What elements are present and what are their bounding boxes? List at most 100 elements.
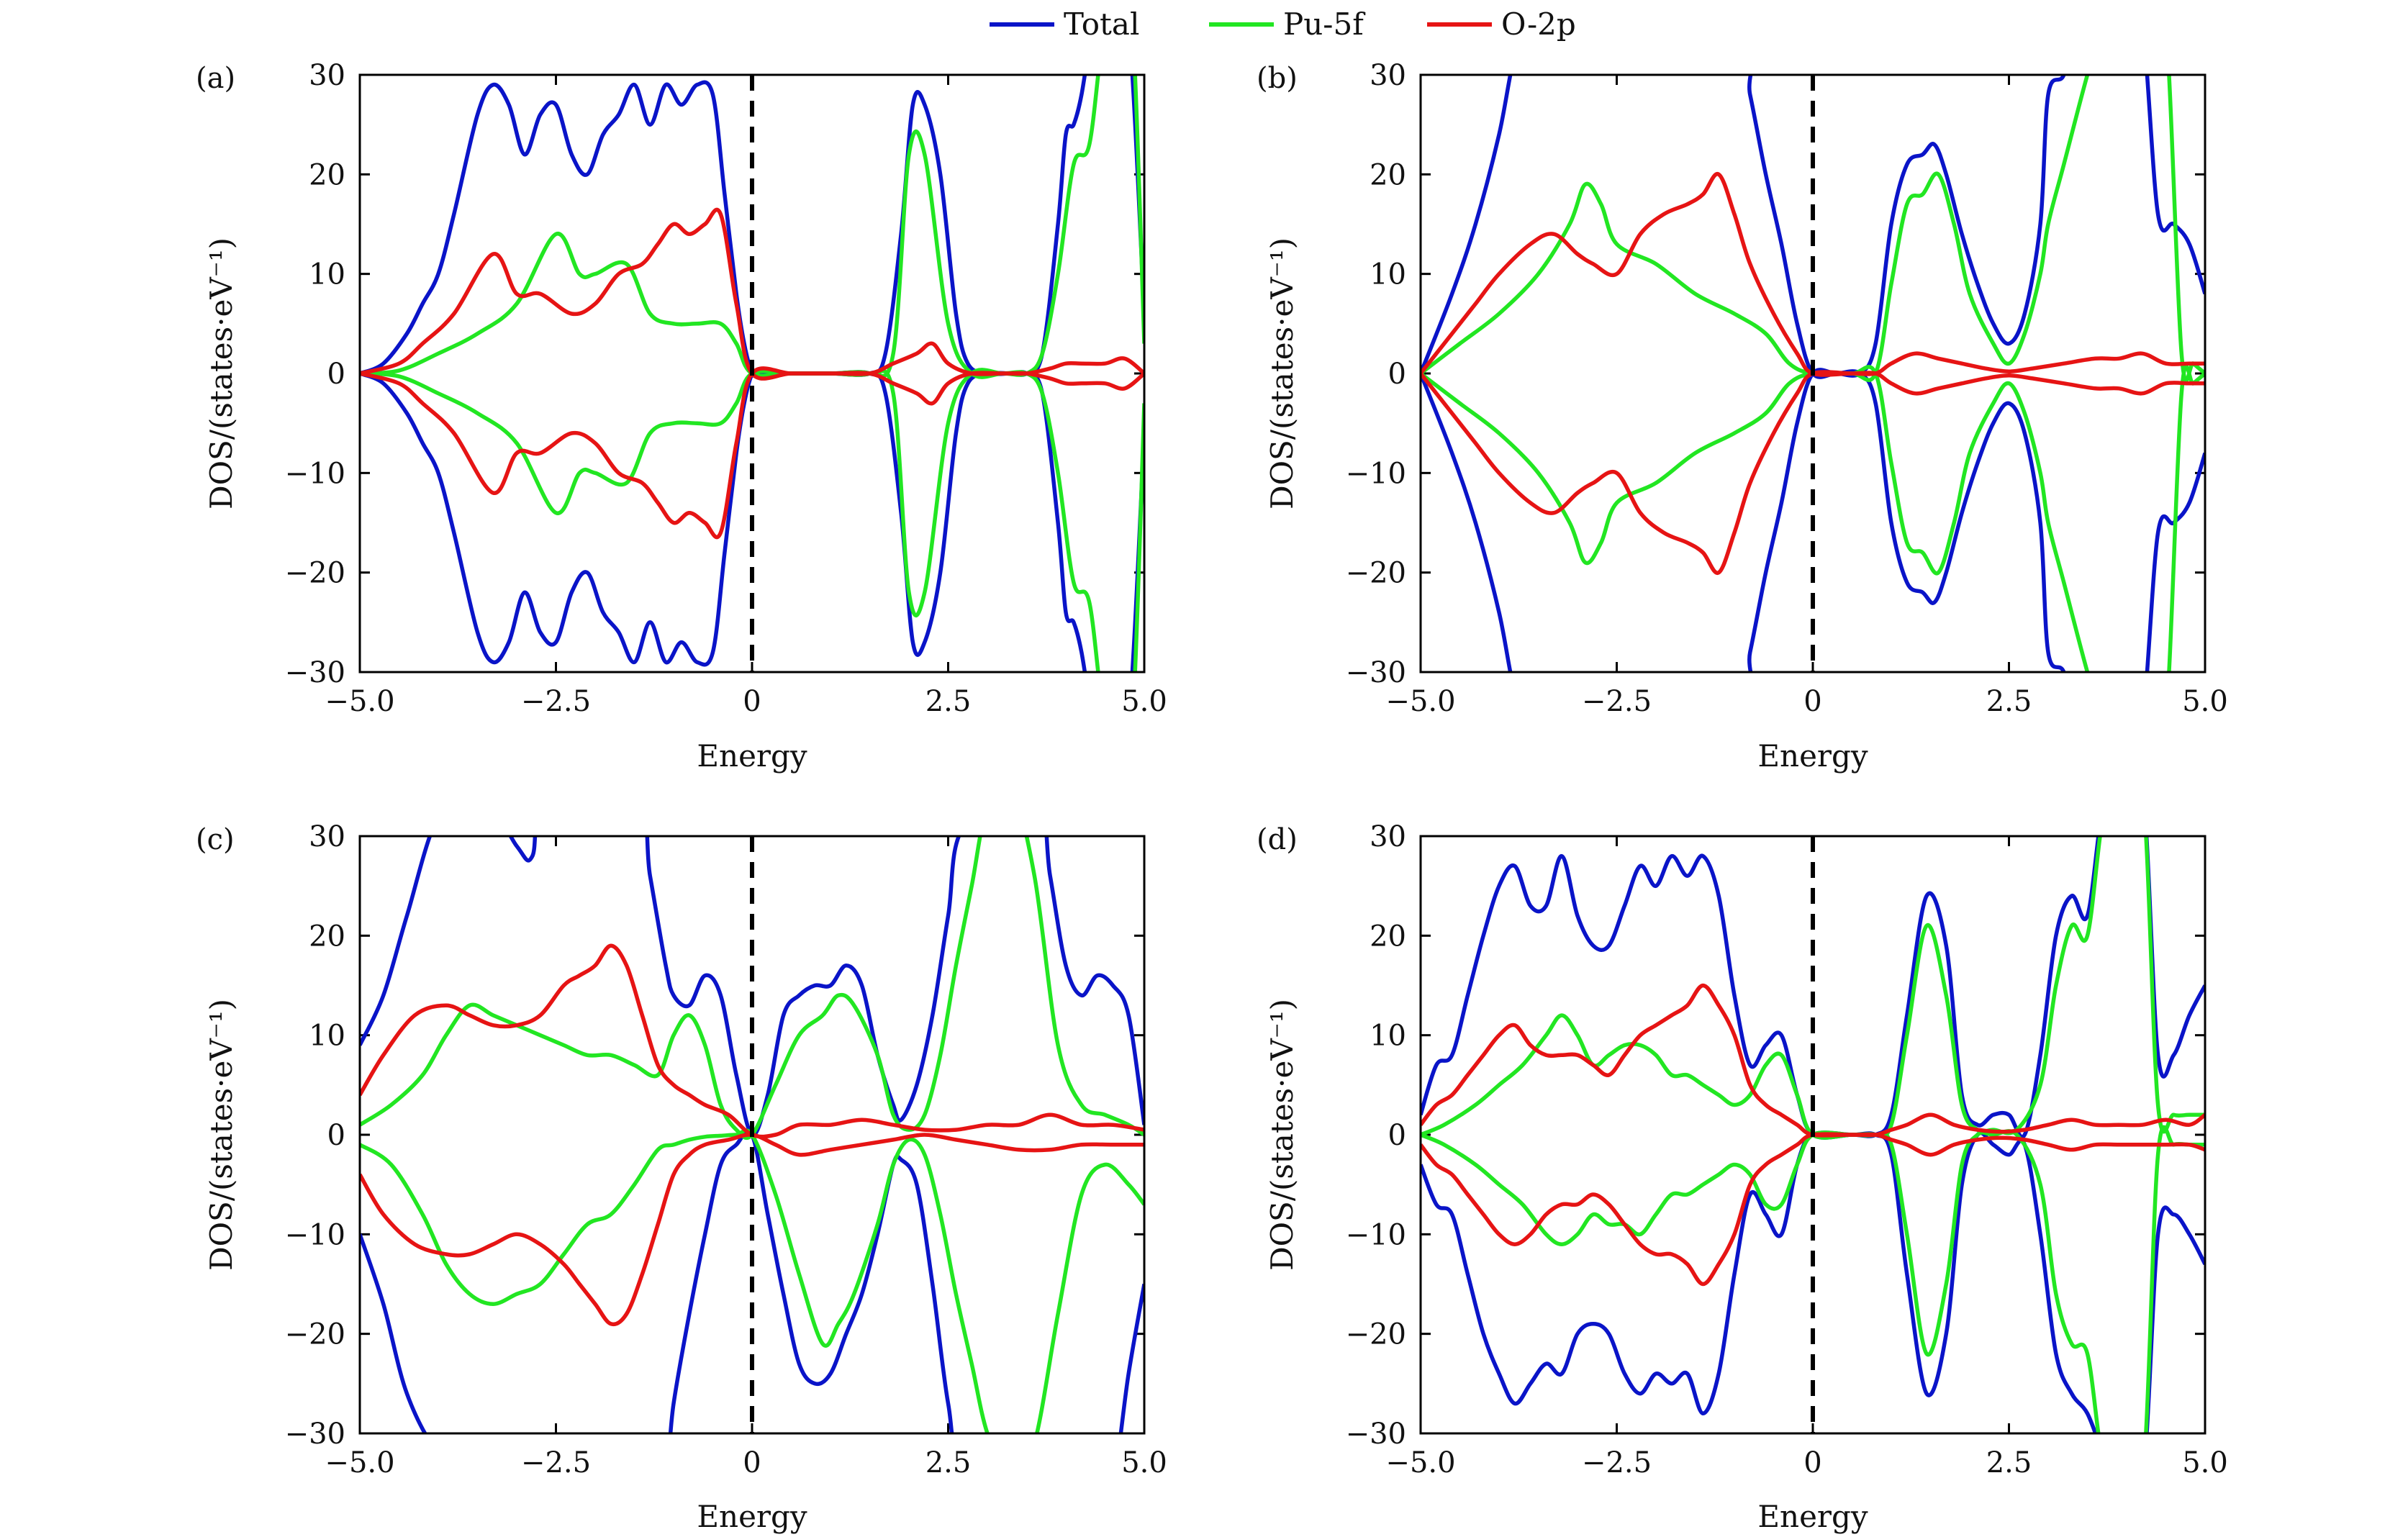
series-o2p-spin-down: [1421, 370, 2205, 575]
panel-a: (a) −30 −20 −10 0 10 20 30 −5.0 −2.5 0 2…: [196, 59, 1167, 774]
x-tick-labels: −5.0 −2.5 0 2.5 5.0: [325, 685, 1167, 718]
x-tick-label: 0: [1803, 685, 1821, 718]
series-pu5f-spin-up: [1421, 75, 2205, 383]
y-axis-title: DOS/(states·eV⁻¹): [204, 237, 239, 509]
x-tick-label: 5.0: [1121, 1446, 1167, 1479]
panel-label: (a): [196, 62, 235, 95]
y-tick-label: 0: [1388, 1119, 1406, 1152]
series-total-spin-up: [1421, 75, 2205, 379]
y-tick-labels: −30 −20 −10 0 10 20 30: [1346, 820, 1406, 1451]
x-tick-label: −2.5: [521, 685, 591, 718]
legend-label-o2p: O-2p: [1501, 6, 1576, 42]
y-tick-label: 30: [309, 59, 345, 92]
y-tick-label: −10: [285, 457, 345, 490]
x-tick-label: 0: [743, 685, 761, 718]
series-total-spin-down: [1421, 368, 2205, 672]
panel-c: (c) −30 −20 −10 0 10 20 30 −5.0 −2.5 0 2…: [196, 820, 1167, 1534]
x-tick-labels: −5.0 −2.5 0 2.5 5.0: [1385, 1446, 2227, 1479]
y-tick-label: −10: [1346, 457, 1406, 490]
series-o2p-spin-down: [1421, 1132, 2205, 1287]
series-pu5f-spin-up: [360, 836, 1144, 1141]
y-tick-label: 20: [1370, 920, 1406, 953]
plot-frame: [1419, 73, 2206, 674]
series-o2p-spin-down: [360, 366, 1144, 540]
legend-item-o2p: O-2p: [1427, 6, 1576, 42]
legend-label-pu5f: Pu-5f: [1283, 6, 1366, 42]
y-tick-label: 10: [1370, 258, 1406, 291]
series-total-spin-down: [360, 1128, 1144, 1433]
y-tick-label: 30: [309, 820, 345, 853]
x-tick-label: 0: [743, 1446, 761, 1479]
y-tick-label: 20: [309, 920, 345, 953]
series-pu5f-spin-up: [360, 75, 1144, 379]
y-tick-label: 20: [1370, 158, 1406, 191]
panel-b: (b) −30 −20 −10 0 10 20 30 −5.0 −2.5 0 2…: [1257, 59, 2228, 774]
x-axis-title: Energy: [697, 738, 807, 774]
x-axis-title: Energy: [1757, 1499, 1868, 1534]
x-tick-labels: −5.0 −2.5 0 2.5 5.0: [1385, 685, 2227, 718]
y-tick-label: 10: [309, 1020, 345, 1053]
series-pu5f-spin-down: [1421, 364, 2205, 672]
y-tick-label: 0: [1388, 358, 1406, 391]
y-tick-label: −20: [285, 557, 345, 590]
panel-label: (b): [1257, 62, 1298, 95]
series-pu5f-spin-down: [360, 1128, 1144, 1433]
y-tick-label: 10: [309, 258, 345, 291]
plot-lines: [1421, 75, 2205, 672]
plot-frame: [358, 73, 1146, 674]
y-tick-label: −30: [285, 1418, 345, 1451]
y-axis-title: DOS/(states·eV⁻¹): [1264, 999, 1300, 1271]
y-tick-label: 10: [1370, 1020, 1406, 1053]
y-tick-label: −20: [1346, 557, 1406, 590]
panel-label: (d): [1257, 823, 1298, 856]
x-tick-label: −5.0: [1385, 685, 1455, 718]
y-tick-label: −10: [1346, 1218, 1406, 1251]
x-tick-label: −5.0: [325, 1446, 394, 1479]
y-tick-label: −20: [1346, 1318, 1406, 1351]
x-tick-label: 2.5: [925, 1446, 972, 1479]
plot-frame: [358, 835, 1146, 1435]
x-tick-label: −2.5: [1582, 685, 1652, 718]
legend-item-total: Total: [990, 6, 1139, 42]
series-o2p-spin-up: [1421, 172, 2205, 377]
x-tick-label: −2.5: [521, 1446, 591, 1479]
y-tick-label: −30: [285, 656, 345, 689]
y-tick-label: 30: [1370, 59, 1406, 92]
y-tick-label: −10: [285, 1218, 345, 1251]
plot-frame: [1419, 835, 2206, 1435]
y-tick-label: −30: [1346, 1418, 1406, 1451]
x-tick-label: −2.5: [1582, 1446, 1652, 1479]
y-tick-labels: −30 −20 −10 0 10 20 30: [285, 59, 345, 689]
legend-item-pu5f: Pu-5f: [1209, 6, 1366, 42]
y-axis-title: DOS/(states·eV⁻¹): [1264, 237, 1300, 509]
y-tick-labels: −30 −20 −10 0 10 20 30: [1346, 59, 1406, 689]
x-axis-title: Energy: [697, 1499, 807, 1534]
x-tick-labels: −5.0 −2.5 0 2.5 5.0: [325, 1446, 1167, 1479]
x-tick-label: 2.5: [1986, 685, 2032, 718]
series-o2p-spin-up: [360, 943, 1144, 1139]
x-tick-label: 5.0: [2182, 685, 2228, 718]
panel-d: (d) −30 −20 −10 0 10 20 30 −5.0 −2.5 0 2…: [1257, 820, 2228, 1534]
x-tick-label: −5.0: [325, 685, 394, 718]
tick-marks: [1419, 835, 2206, 1435]
x-tick-label: −5.0: [1385, 1446, 1455, 1479]
legend: Total Pu-5f O-2p: [990, 6, 1576, 42]
panel-label: (c): [196, 823, 235, 856]
series-o2p-spin-down: [360, 1133, 1144, 1327]
y-tick-label: 0: [327, 358, 345, 391]
plot-lines: [360, 75, 1144, 672]
y-tick-label: −20: [285, 1318, 345, 1351]
legend-label-total: Total: [1064, 6, 1139, 42]
x-axis-title: Energy: [1757, 738, 1868, 774]
series-o2p-spin-up: [1421, 983, 2205, 1138]
y-tick-label: 0: [327, 1119, 345, 1152]
x-tick-label: 5.0: [1121, 685, 1167, 718]
series-pu5f-spin-down: [360, 368, 1144, 672]
y-tick-labels: −30 −20 −10 0 10 20 30: [285, 820, 345, 1451]
x-tick-label: 2.5: [925, 685, 972, 718]
y-tick-label: −30: [1346, 656, 1406, 689]
x-tick-label: 2.5: [1986, 1446, 2032, 1479]
x-tick-label: 0: [1803, 1446, 1821, 1479]
y-tick-label: 30: [1370, 820, 1406, 853]
